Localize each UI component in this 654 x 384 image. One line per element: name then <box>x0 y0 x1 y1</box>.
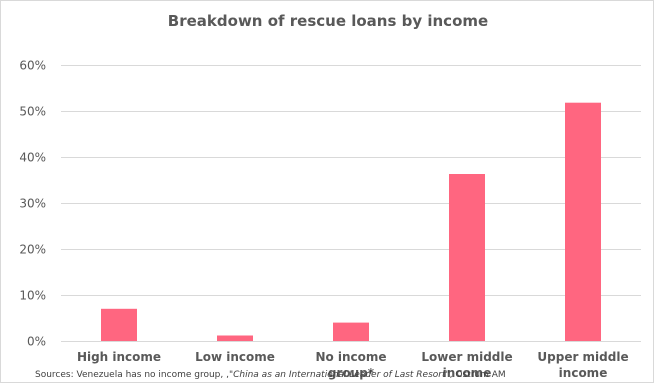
x-tick-label-line: Upper middle <box>537 350 628 364</box>
x-tick-label-line: Lower middle <box>421 350 512 364</box>
y-tick-label: 0% <box>27 335 46 349</box>
source-suffix: , Ostrum AM <box>449 370 506 380</box>
source-note: Sources: Venezuela has no income group, … <box>35 370 506 380</box>
x-tick-label-line: income <box>443 366 492 380</box>
bar <box>565 102 601 341</box>
y-tick-label: 60% <box>19 59 46 73</box>
x-axis: High income Low income No income group* Lowe… <box>77 350 629 380</box>
x-tick-label-line: Low income <box>195 350 275 364</box>
y-tick-label: 30% <box>19 197 46 211</box>
gridlines <box>61 65 641 342</box>
bar <box>333 322 369 341</box>
x-tick-label: No income group* <box>315 350 386 380</box>
x-tick-label: Low income <box>195 350 275 364</box>
chart-title: Breakdown of rescue loans by income <box>168 12 488 30</box>
y-tick-label: 20% <box>19 243 46 257</box>
x-tick-label: Upper middle income <box>537 350 628 380</box>
x-tick-label: Lower middle income <box>421 350 512 380</box>
source-prefix: Sources: Venezuela has no income group, … <box>35 370 229 380</box>
y-tick-label: 10% <box>19 289 46 303</box>
x-tick-label-line: No income <box>315 350 386 364</box>
bar <box>449 174 485 341</box>
y-tick-label: 40% <box>19 151 46 165</box>
bar <box>101 308 137 341</box>
y-axis: 0% 10% 20% 30% 40% 50% 60% <box>19 59 46 349</box>
x-tick-label-line: High income <box>77 350 161 364</box>
x-tick-label-line: group* <box>328 366 375 380</box>
x-tick-label-line: income <box>559 366 608 380</box>
source-citation: "China as an International Leader of Las… <box>228 370 450 380</box>
y-tick-label: 50% <box>19 105 46 119</box>
x-tick-label: High income <box>77 350 161 364</box>
bar <box>217 335 253 341</box>
bars <box>101 102 601 341</box>
